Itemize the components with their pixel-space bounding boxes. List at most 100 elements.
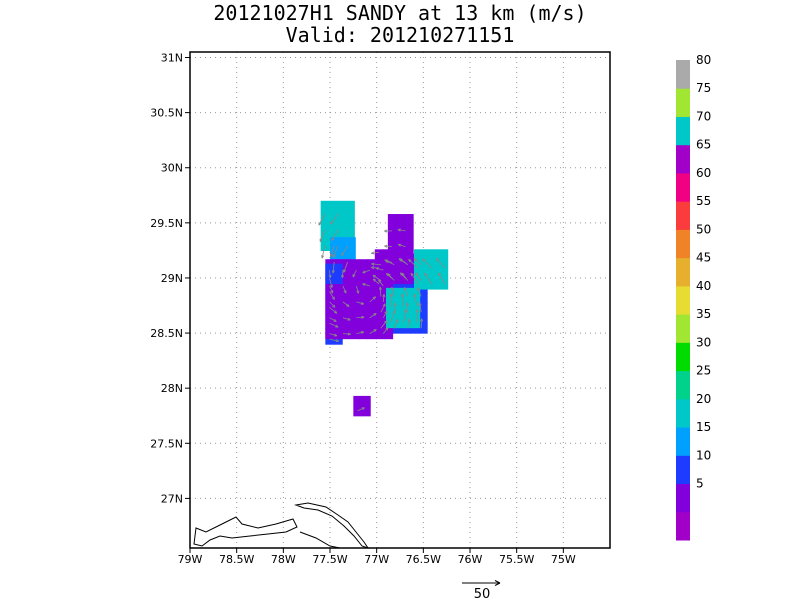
wind-speed-cell: [411, 307, 421, 319]
wind-vector-head: [397, 243, 402, 247]
wind-vector-head: [384, 310, 388, 314]
wind-speed-cell: [386, 287, 395, 299]
wind-speed-cell: [402, 287, 412, 299]
wind-speed-cell: [394, 297, 404, 309]
coastline: [193, 502, 370, 549]
wind-speed-cell: [367, 328, 377, 340]
wind-vector: [329, 322, 339, 328]
wind-vector: [397, 229, 406, 232]
wind-speed-cell: [375, 328, 385, 340]
wind-speed-cell: [333, 273, 343, 285]
wind-speed-cell: [333, 263, 343, 275]
y-tick-label: 28N: [161, 382, 183, 395]
wind-speed-cell: [358, 288, 368, 300]
wind-speed-cell: [387, 243, 397, 255]
wind-vector-head: [361, 407, 365, 411]
wind-vector-head: [362, 283, 366, 287]
x-tick-label: 76.5W: [406, 553, 441, 566]
wind-vector-head: [408, 259, 412, 263]
colorbar-swatch: [676, 342, 690, 372]
wind-speed-cell: [345, 230, 355, 242]
wind-vector: [410, 272, 419, 285]
grid-lines: [190, 52, 610, 548]
wind-vector: [330, 245, 335, 257]
x-tick-label: 75W: [551, 553, 576, 566]
wind-vector-head: [372, 278, 377, 282]
wind-speed-cell: [418, 293, 428, 304]
colorbar-label: 40: [696, 279, 711, 293]
wind-vector: [398, 258, 406, 263]
x-tick-label: 78.5W: [219, 553, 254, 566]
wind-vector: [400, 272, 406, 279]
title-block: 20121027H1 SANDY at 13 km (m/s) Valid: 2…: [0, 2, 800, 46]
wind-vector-head: [318, 222, 322, 226]
wind-speed-cell: [325, 308, 335, 320]
vector-scale: 50: [462, 580, 501, 600]
wind-vector: [343, 261, 349, 273]
wind-vector-head: [413, 293, 417, 298]
colorbar-swatch: [676, 483, 690, 513]
wind-vector-head: [384, 244, 388, 248]
wind-vector: [382, 310, 388, 318]
wind-vector-head: [378, 286, 382, 290]
colorbar-swatch: [676, 88, 690, 117]
wind-vector-head: [422, 258, 426, 262]
colorbar-label: 25: [696, 364, 711, 378]
wind-vector: [369, 296, 376, 303]
wind-vector: [371, 267, 380, 269]
wind-vector-head: [321, 255, 325, 259]
wind-speed-cell: [374, 269, 384, 280]
y-tick-label: 29.5N: [150, 217, 183, 230]
wind-vector-head: [333, 310, 338, 314]
wind-speed-cell: [350, 298, 360, 310]
wind-vector-head: [384, 259, 388, 263]
wind-speed-cell: [396, 214, 406, 225]
wind-speed-cell: [375, 308, 385, 320]
wind-speed-cell: [358, 318, 368, 330]
y-tick-label: 27N: [161, 492, 183, 505]
wind-vector-head: [437, 272, 441, 276]
wind-speed-cell: [346, 237, 356, 248]
wind-vector-head: [372, 296, 377, 300]
chart-title: 20121027H1 SANDY at 13 km (m/s): [213, 1, 587, 25]
y-tick-label: 28.5N: [150, 327, 183, 340]
wind-vector: [419, 302, 422, 313]
wind-vector: [382, 294, 385, 302]
wind-vector: [329, 333, 338, 337]
wind-speed-cell: [414, 249, 423, 260]
wind-speed-cell: [418, 303, 428, 314]
wind-speed-cell: [367, 308, 377, 320]
y-tick-label: 27.5N: [150, 437, 183, 450]
wind-vector-head: [385, 272, 390, 277]
wind-vector-head: [333, 333, 338, 337]
wind-speed-cell: [386, 307, 395, 319]
wind-vector: [356, 285, 359, 294]
wind-speed-cell: [387, 223, 397, 235]
wind-vector-head: [418, 302, 422, 306]
wind-vector: [382, 327, 389, 334]
wind-speed-cell: [410, 323, 420, 334]
wind-vector-head: [385, 327, 389, 331]
wind-speed-cell: [404, 223, 414, 235]
wind-speed-cell: [342, 269, 352, 280]
wind-vector-head: [413, 258, 417, 262]
wind-vector: [391, 287, 395, 297]
wind-speed-cell: [387, 214, 397, 225]
wind-speed-cell: [396, 243, 406, 255]
colorbar-label: 5: [696, 477, 704, 491]
wind-vector-head: [371, 262, 375, 266]
wind-speed-cell: [387, 263, 397, 275]
wind-speed-cell: [333, 334, 343, 345]
colorbar-swatch: [676, 144, 690, 174]
wind-speed-cell: [414, 269, 423, 280]
wind-vector-head: [335, 324, 339, 328]
colorbar-swatch: [676, 285, 690, 315]
wind-speed-cell: [345, 210, 355, 222]
wind-speed-cell: [418, 313, 428, 324]
wind-speed-cell: [329, 220, 339, 232]
colorbar-swatch: [676, 455, 690, 485]
wind-speed-cell: [374, 279, 384, 290]
wind-vector-head: [331, 270, 335, 274]
vector-scale-arrowhead: [494, 580, 501, 586]
wind-vector-head: [403, 309, 407, 313]
